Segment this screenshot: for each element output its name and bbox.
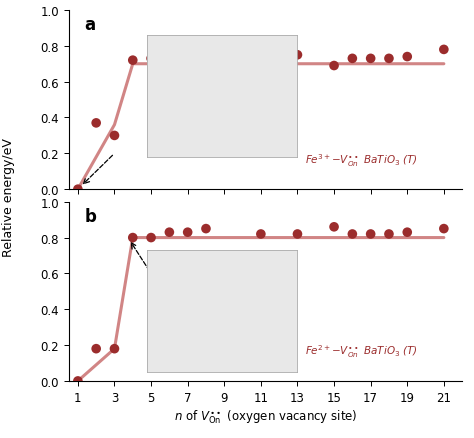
Point <box>165 229 173 236</box>
Point <box>385 231 393 238</box>
Point <box>220 52 228 59</box>
Text: Fe$^{3+}$$-V_{On}^{\bullet\bullet}$ BaTiO$_3$ (T): Fe$^{3+}$$-V_{On}^{\bullet\bullet}$ BaTi… <box>305 152 418 168</box>
Point <box>440 47 447 54</box>
Point <box>129 234 137 241</box>
Point <box>202 86 210 93</box>
Point <box>74 378 82 385</box>
X-axis label: $n$ of $V_{\mathrm{On}}^{\bullet\bullet}$ (oxygen vacancy site): $n$ of $V_{\mathrm{On}}^{\bullet\bullet}… <box>173 408 357 425</box>
Point <box>92 120 100 127</box>
Point <box>275 81 283 88</box>
Point <box>367 56 374 63</box>
Point <box>184 50 191 57</box>
Point <box>275 268 283 276</box>
Point <box>74 186 82 193</box>
Point <box>403 54 411 61</box>
Text: b: b <box>84 208 96 226</box>
Point <box>111 346 118 353</box>
Point <box>92 346 100 353</box>
Point <box>348 56 356 63</box>
Point <box>220 268 228 276</box>
Point <box>165 49 173 56</box>
Point <box>403 229 411 236</box>
Text: Fe$^{2+}$$-V_{On}^{\bullet\bullet}$ BaTiO$_3$ (T): Fe$^{2+}$$-V_{On}^{\bullet\bullet}$ BaTi… <box>305 343 418 360</box>
Point <box>385 56 393 63</box>
Point <box>184 229 191 236</box>
Point <box>129 57 137 64</box>
Point <box>257 231 264 238</box>
Text: Relative energy/eV: Relative energy/eV <box>2 138 15 256</box>
Point <box>147 56 155 63</box>
Point <box>202 226 210 233</box>
Text: a: a <box>84 16 96 34</box>
Point <box>348 231 356 238</box>
Point <box>440 226 447 233</box>
Point <box>294 231 301 238</box>
Point <box>147 234 155 241</box>
Point <box>330 63 338 70</box>
Point <box>111 133 118 140</box>
Point <box>367 231 374 238</box>
Point <box>330 224 338 231</box>
Point <box>294 52 301 59</box>
Point <box>257 56 264 63</box>
